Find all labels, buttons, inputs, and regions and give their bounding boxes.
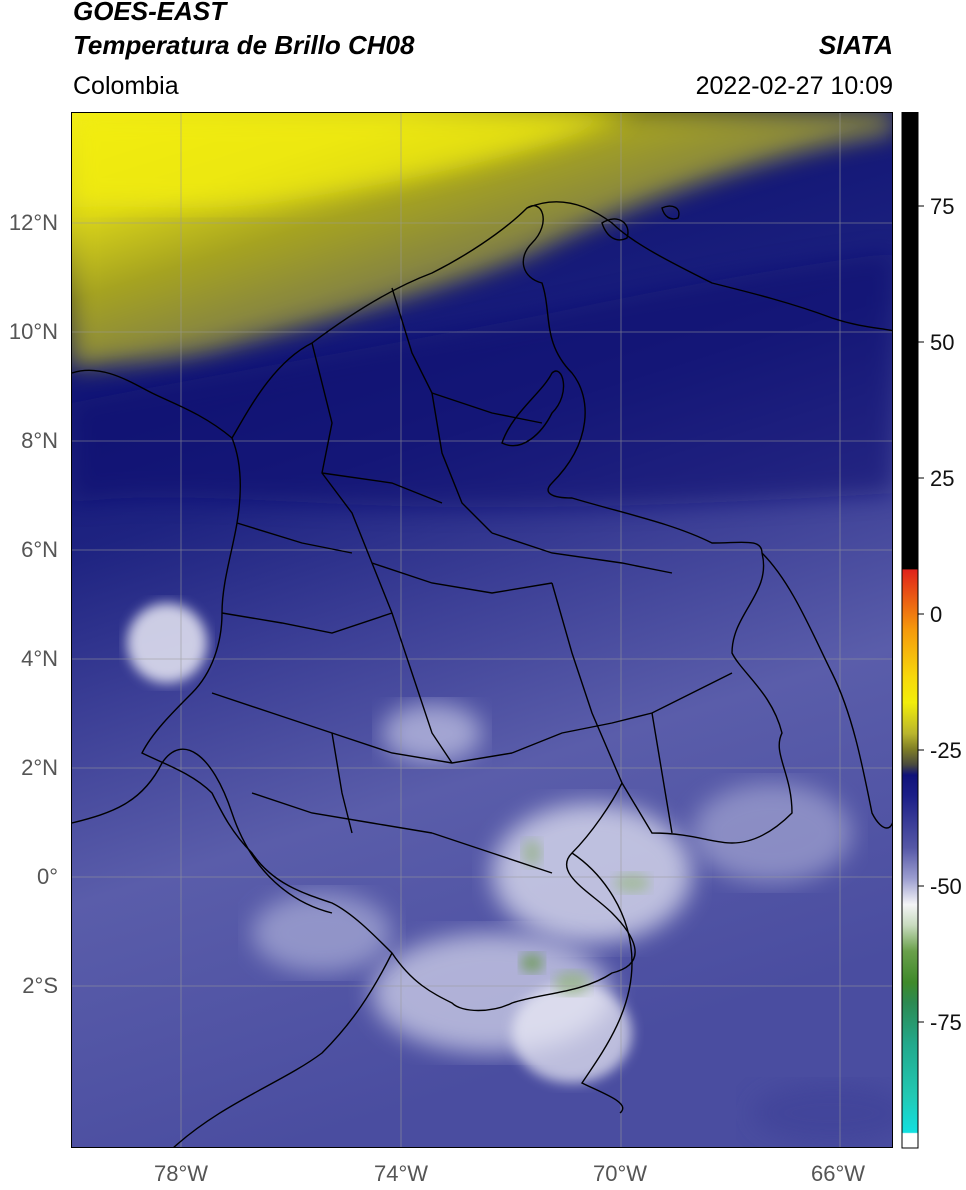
border-east xyxy=(761,552,892,829)
lat-label: 10°N xyxy=(9,319,58,344)
border-ecuador xyxy=(72,748,333,914)
title-line-1: GOES-EAST xyxy=(73,0,227,26)
timestamp-label: 2022-02-27 10:09 xyxy=(695,72,893,100)
colorbar-tick: 25 xyxy=(930,466,954,491)
graticule xyxy=(72,113,892,1147)
border-venezuela xyxy=(526,201,892,332)
border-panama xyxy=(72,369,233,439)
colorbar-tick: -50 xyxy=(930,874,962,899)
colombia-outline xyxy=(141,205,793,1012)
lon-label: 66°W xyxy=(811,1161,865,1186)
colorbar-tick: -25 xyxy=(930,738,962,763)
border-peru xyxy=(173,952,393,1147)
lat-label: 4°N xyxy=(21,646,58,671)
colorbar-tick: -75 xyxy=(930,1010,962,1035)
source-label: SIATA xyxy=(818,30,893,60)
lat-label: 6°N xyxy=(21,537,58,562)
region-label: Colombia xyxy=(73,72,179,100)
lat-label: 0° xyxy=(37,864,58,889)
satellite-map xyxy=(71,112,893,1148)
lon-label: 74°W xyxy=(374,1161,428,1186)
colorbar-tick: 0 xyxy=(930,602,942,627)
lon-label: 78°W xyxy=(154,1161,208,1186)
colorbar-tick: 75 xyxy=(930,194,954,219)
colorbar-tick: 50 xyxy=(930,330,954,355)
colorbar: 75 50 25 0 -25 -50 -75 xyxy=(901,112,962,1149)
brightness-temperature-field xyxy=(72,113,892,1147)
border-brazil xyxy=(571,852,633,1114)
lat-label: 12°N xyxy=(9,210,58,235)
lat-label: 2°S xyxy=(22,973,58,998)
title-line-2: Temperatura de Brillo CH08 xyxy=(73,30,415,60)
boundaries xyxy=(72,201,892,1147)
lat-label: 8°N xyxy=(21,428,58,453)
lat-label: 2°N xyxy=(21,755,58,780)
lon-label: 70°W xyxy=(593,1161,647,1186)
